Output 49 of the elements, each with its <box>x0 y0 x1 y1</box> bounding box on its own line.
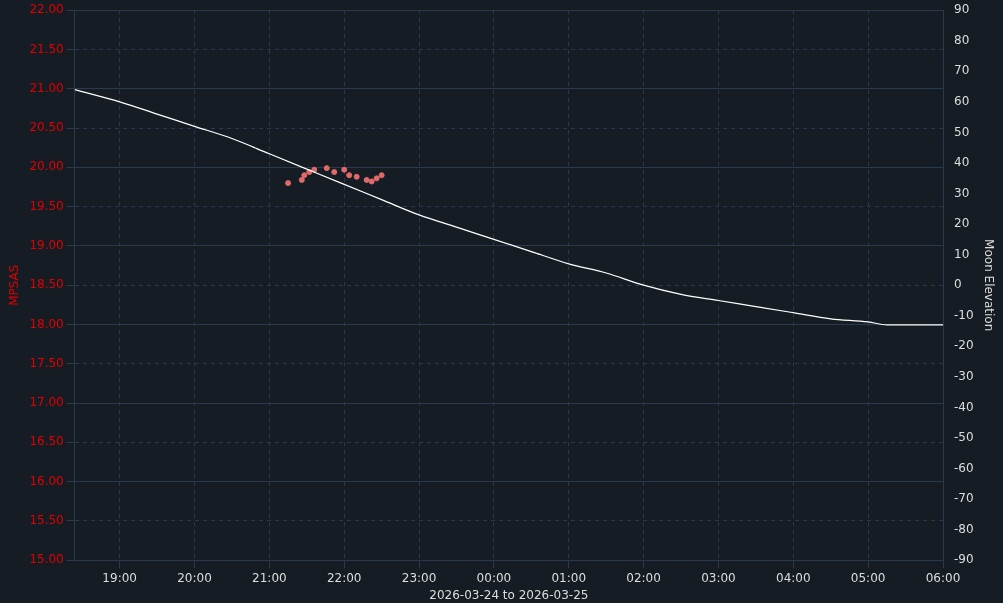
x-tick-label: 20:00 <box>177 570 212 585</box>
y2-tick-label: 0 <box>954 277 962 292</box>
x-tick-label: 04:00 <box>776 570 811 585</box>
y-tick-label: 19.00 <box>29 238 64 253</box>
y2-tick-label: -50 <box>954 430 974 445</box>
y2-tick-label: 10 <box>954 246 970 261</box>
y-tick-label: 16.50 <box>29 434 64 449</box>
x-tick-label: 23:00 <box>401 570 437 585</box>
y2-tick-label: -90 <box>954 552 974 567</box>
y2-axis-title: Moon Elevation <box>981 239 996 332</box>
y-tick-label: 15.00 <box>29 552 64 567</box>
x-tick-label: 05:00 <box>850 570 886 585</box>
y-tick-label: 18.50 <box>29 277 64 292</box>
y-tick-label: 22.00 <box>29 2 64 17</box>
y-axis-title: MPSAS <box>7 264 22 306</box>
y-tick-label: 19.50 <box>29 198 64 213</box>
y-tick-label: 20.50 <box>29 120 64 135</box>
x-tick-label: 03:00 <box>701 570 736 585</box>
x-axis-title: 2026-03-24 to 2026-03-25 <box>429 587 589 602</box>
y2-tick-label: 90 <box>954 2 970 17</box>
y2-tick-label: 70 <box>954 63 970 78</box>
y2-tick-label: -60 <box>954 460 974 475</box>
y2-tick-label: -70 <box>954 491 974 506</box>
y2-tick-label: 80 <box>954 32 970 47</box>
y-tick-label: 15.50 <box>29 513 64 528</box>
x-tick-label: 21:00 <box>252 570 287 585</box>
y-tick-label: 16.00 <box>29 473 64 488</box>
y-tick-label: 17.50 <box>29 355 64 370</box>
x-tick-label: 06:00 <box>925 570 961 585</box>
y2-tick-label: -20 <box>954 338 974 353</box>
y2-tick-label: -30 <box>954 368 974 383</box>
y2-tick-label: 20 <box>954 216 970 231</box>
y-tick-label: 18.00 <box>29 316 64 331</box>
y2-tick-label: 40 <box>954 155 970 170</box>
y-tick-label: 20.00 <box>29 159 64 174</box>
x-tick-label: 00:00 <box>476 570 512 585</box>
y2-tick-label: 30 <box>954 185 970 200</box>
x-tick-label: 19:00 <box>102 570 137 585</box>
x-tick-label: 22:00 <box>326 570 362 585</box>
x-tick-label: 01:00 <box>551 570 587 585</box>
y2-tick-label: -80 <box>954 521 974 536</box>
y-tick-label: 21.50 <box>29 41 64 56</box>
y2-tick-label: -10 <box>954 307 974 322</box>
y2-tick-label: -40 <box>954 399 974 414</box>
y2-tick-label: 50 <box>954 124 970 139</box>
y-tick-label: 21.00 <box>29 80 64 95</box>
y-tick-label: 17.00 <box>29 395 64 410</box>
y2-tick-label: 60 <box>954 93 970 108</box>
x-tick-label: 02:00 <box>626 570 661 585</box>
